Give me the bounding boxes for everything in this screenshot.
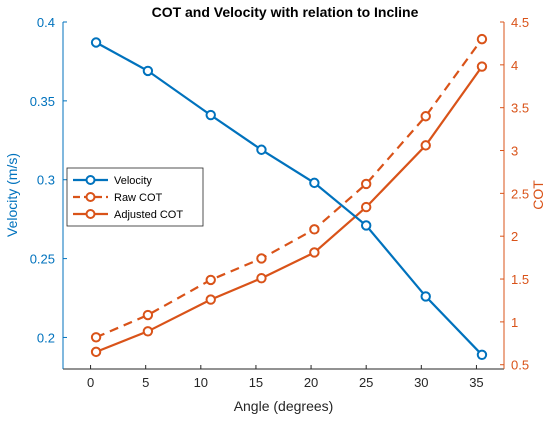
velocity-point (90, 37, 102, 48)
y-right-tick-label: 1 (511, 315, 518, 330)
x-tick-label: 5 (142, 375, 149, 390)
raw-cot-point (420, 111, 431, 122)
legend: Velocity Raw COT Adjusted COT (66, 167, 204, 227)
y-left-tick-label: 0.25 (30, 252, 55, 267)
legend-marker-velocity (85, 175, 96, 185)
raw-cot-point (205, 274, 216, 286)
y-left-tick-label: 0.3 (37, 173, 55, 188)
x-tick-label: 25 (359, 375, 373, 390)
chart-title: COT and Velocity with relation to Inclin… (152, 4, 419, 20)
y-right-tick-label: 4.5 (511, 15, 529, 30)
x-tick-label: 10 (194, 375, 208, 390)
axes-layer (62, 22, 505, 370)
velocity-line (95, 41, 483, 356)
velocity-point (360, 220, 372, 231)
legend-label-adjusted-cot: Adjusted COT (114, 209, 183, 221)
y-left-tick-label: 0.2 (37, 330, 55, 345)
velocity-point (420, 291, 431, 302)
raw-cot-point (90, 332, 102, 343)
raw-cot-point (360, 178, 372, 190)
series-layer (90, 33, 488, 361)
velocity-point (309, 177, 320, 189)
velocity-point (476, 349, 488, 361)
x-axis-label: Angle (degrees) (234, 398, 334, 414)
adjusted-cot-point (420, 140, 431, 151)
raw-cot-line (95, 38, 483, 339)
y-right-tick-label: 2.5 (511, 186, 529, 201)
y-right-tick-label: 2 (511, 229, 518, 244)
adjusted-cot-line (95, 65, 483, 353)
velocity-point (256, 144, 267, 155)
y-axis-left-label: Velocity (m/s) (4, 153, 20, 237)
x-tick-label: 20 (304, 375, 318, 390)
raw-cot-point (256, 253, 267, 264)
legend-label-velocity: Velocity (114, 175, 152, 187)
velocity-point (205, 109, 216, 121)
y-right-tick-label: 0.5 (511, 358, 529, 373)
raw-cot-point (309, 224, 320, 235)
adjusted-cot-point (309, 247, 320, 258)
legend-marker-raw-cot (85, 192, 96, 202)
legend-marker-adjusted-cot (85, 209, 96, 219)
adjusted-cot-point (476, 61, 488, 72)
x-tick-label: 35 (469, 375, 483, 390)
x-tick-label: 15 (249, 375, 263, 390)
y-right-tick-label: 3.5 (511, 101, 529, 116)
raw-cot-point (476, 33, 488, 45)
y-left-tick-label: 0.4 (37, 15, 55, 30)
y-right-tick-label: 3 (511, 144, 518, 159)
adjusted-cot-point (205, 294, 216, 305)
y-right-tick-label: 4 (511, 58, 518, 73)
adjusted-cot-point (90, 346, 102, 358)
raw-cot-point (142, 309, 154, 321)
adjusted-cot-point (360, 201, 372, 213)
x-tick-label: 0 (87, 375, 94, 390)
y-axis-right-label: COT (530, 180, 546, 210)
velocity-point (142, 65, 154, 77)
legend-label-raw-cot: Raw COT (114, 192, 163, 204)
ticks-layer: 0 5 10 15 20 25 30 35 0.2 0.25 0.3 0.35 0.4 0.5 1 1.5 2 2… (30, 15, 529, 390)
y-left-tick-label: 0.35 (30, 94, 55, 109)
adjusted-cot-point (256, 272, 267, 284)
x-tick-label: 30 (414, 375, 428, 390)
adjusted-cot-point (142, 326, 154, 337)
y-right-tick-label: 1.5 (511, 272, 529, 287)
